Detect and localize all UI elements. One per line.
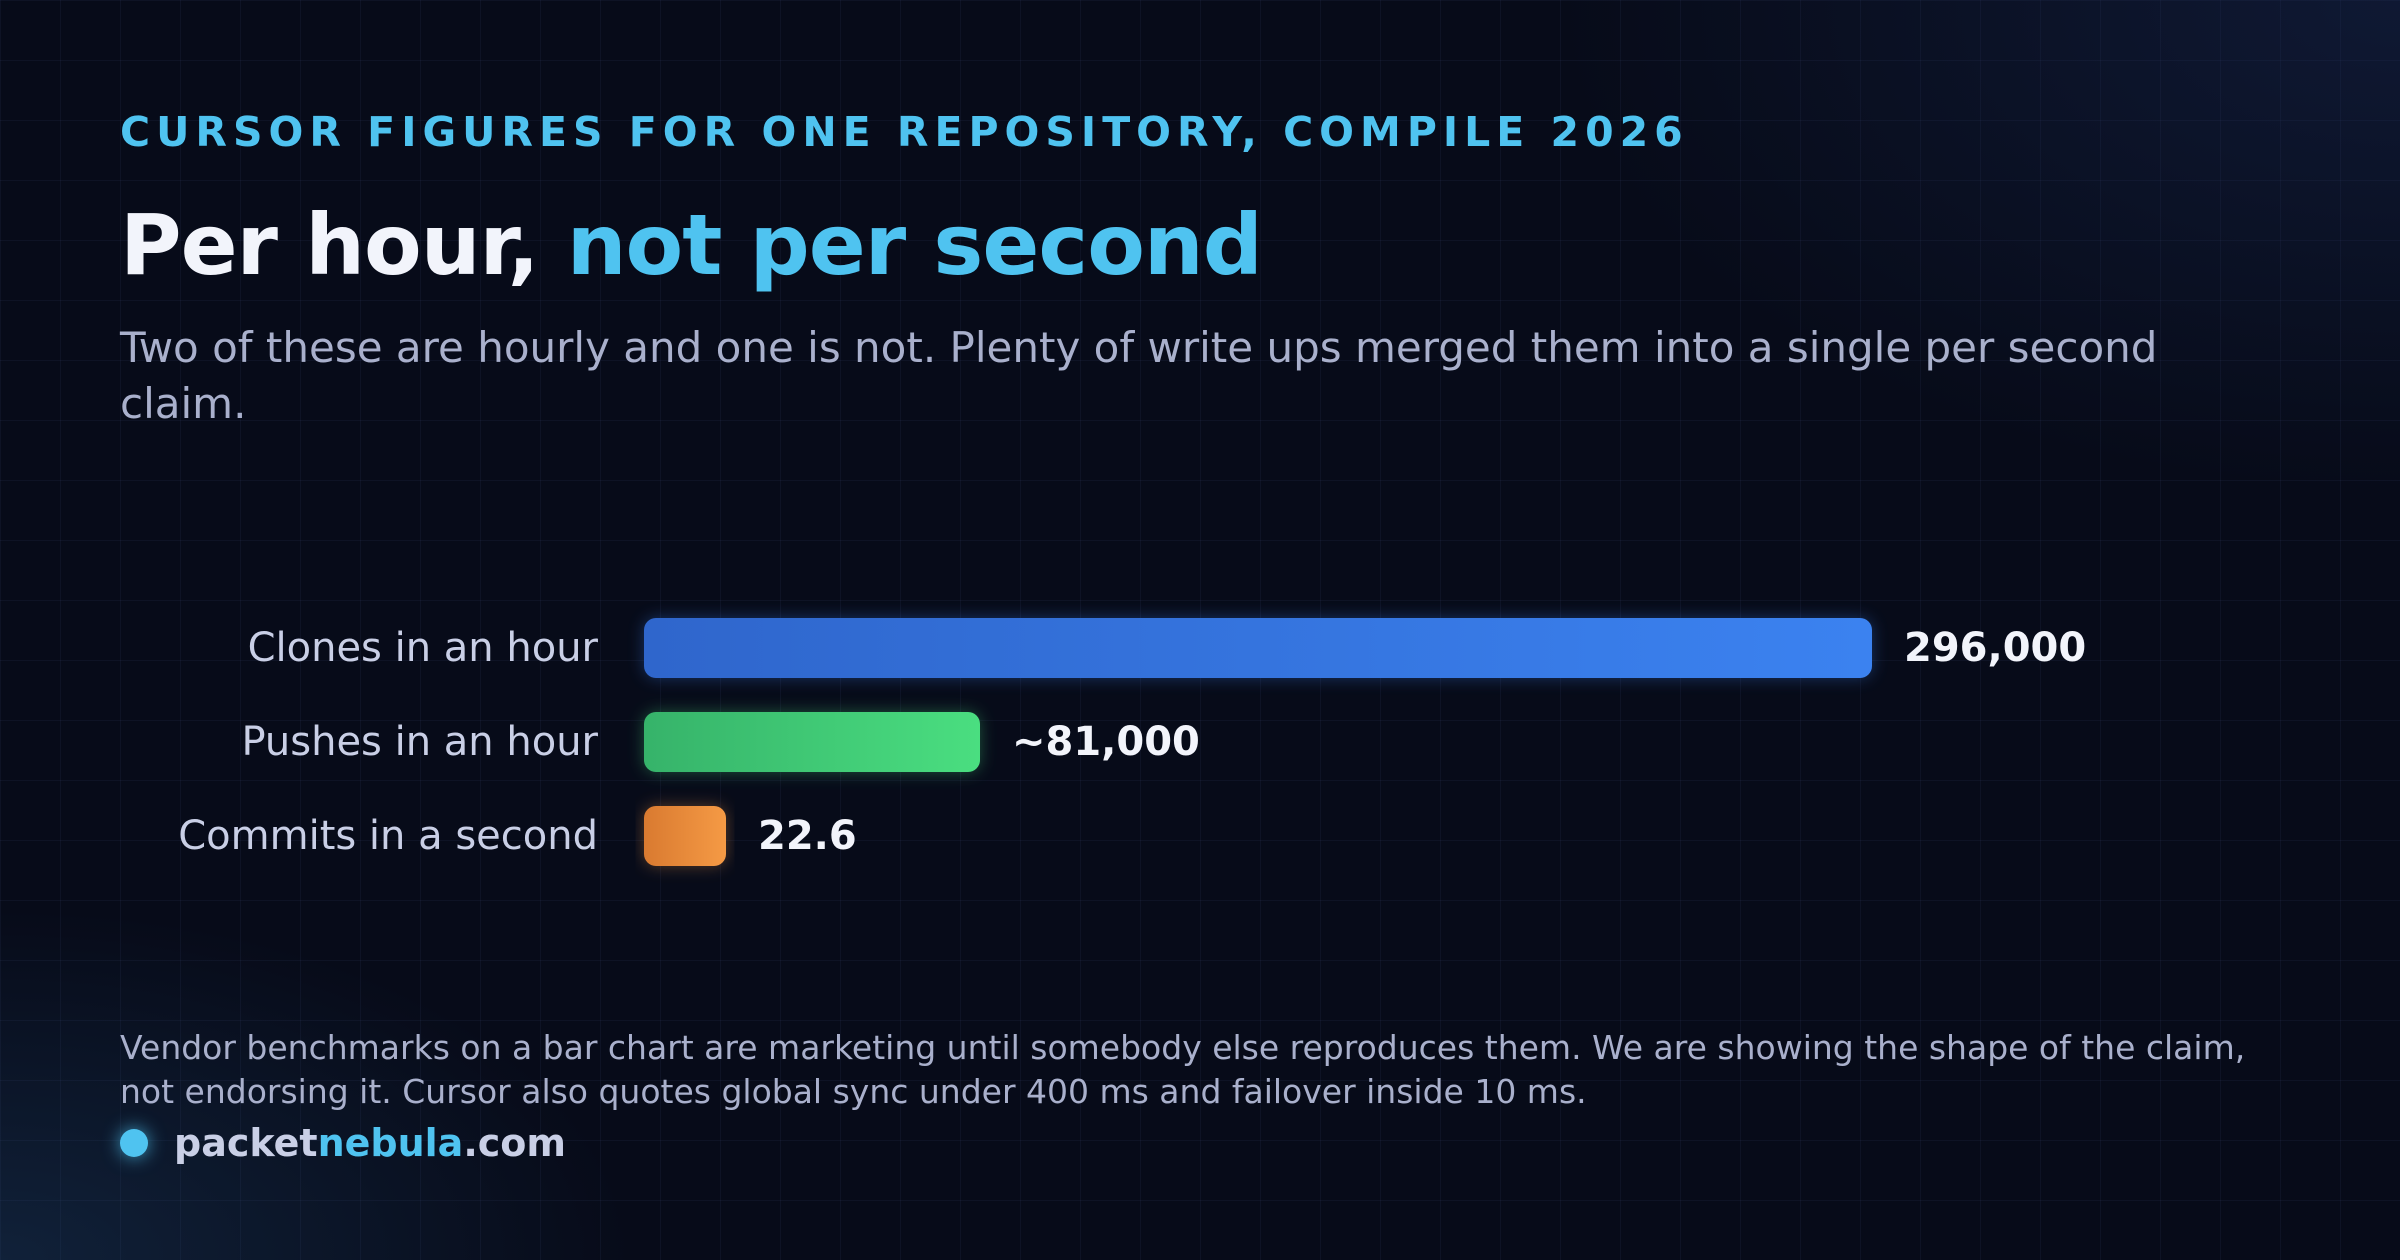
subtitle: Two of these are hourly and one is not. … [120,323,2158,428]
bar-category-label: Commits in a second [178,813,598,859]
brand-suffix: .com [463,1121,566,1165]
bar-value-label: ~81,000 [1012,719,1200,765]
brand-accent: nebula [317,1121,464,1165]
brand-dot-icon [120,1129,148,1157]
bar-chart: Clones in an hour 296,000 Pushes in an hou… [178,618,2086,866]
title-accent: not per second [566,196,1263,294]
bar-category-label: Clones in an hour [248,625,599,671]
bar-value-label: 22.6 [758,813,857,859]
brand-name: packetnebula.com [174,1121,566,1165]
eyebrow: CURSOR FIGURES FOR ONE REPOSITORY, COMPI… [120,108,1689,156]
brand-plain: packet [174,1121,318,1165]
page-title: Per hour, not per second [120,196,1263,294]
bar [644,712,980,772]
bar-category-label: Pushes in an hour [241,719,598,765]
title-plain: Per hour, [120,196,567,294]
brand[interactable]: packetnebula.com [120,1120,566,1166]
footer-note: Vendor benchmarks on a bar chart are mar… [120,1028,2246,1111]
bar [644,618,1872,678]
bar [644,806,726,866]
bar-value-label: 296,000 [1904,625,2086,671]
